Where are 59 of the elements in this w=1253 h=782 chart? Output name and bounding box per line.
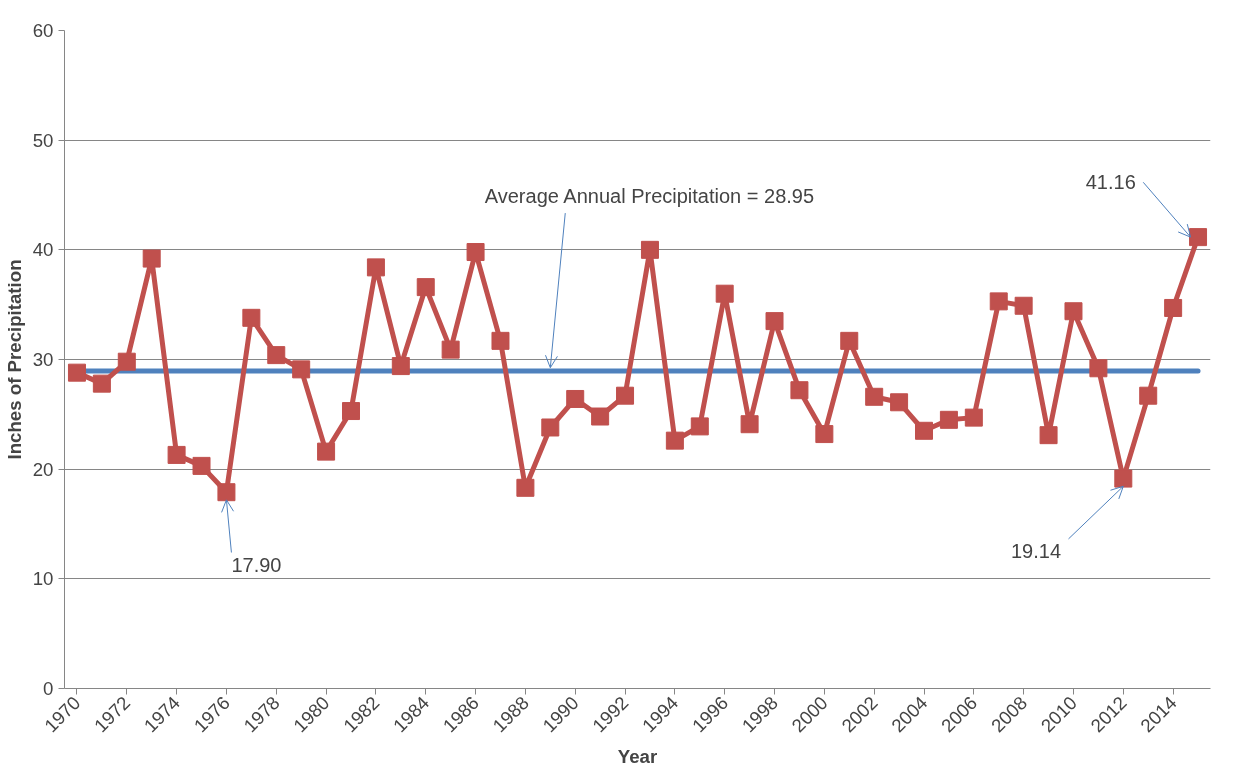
point <box>1064 302 1083 321</box>
point <box>292 360 311 379</box>
point <box>1164 298 1183 317</box>
annotation: 17.90 <box>231 554 282 576</box>
y-tick-label: 20 <box>32 458 54 480</box>
y-tick-label: 40 <box>32 239 54 261</box>
y-tick-label: 10 <box>32 568 54 590</box>
point <box>67 363 86 382</box>
point <box>217 483 236 502</box>
point <box>466 243 485 262</box>
annotation: 19.14 <box>1010 540 1062 563</box>
y-tick-label: 50 <box>32 129 54 151</box>
point <box>740 415 759 434</box>
point <box>790 381 809 400</box>
x-axis-title: Year <box>617 746 658 768</box>
point <box>242 308 261 327</box>
annotation: Average Annual Precipitation = 28.95 <box>484 184 815 207</box>
point <box>491 331 510 350</box>
y-tick-label: 60 <box>32 20 54 41</box>
point <box>342 402 360 421</box>
point <box>366 258 385 277</box>
point <box>989 292 1008 311</box>
point <box>1089 359 1108 378</box>
point <box>142 249 161 268</box>
point <box>690 417 709 436</box>
point <box>1014 296 1033 315</box>
point <box>939 410 958 429</box>
point <box>890 393 909 412</box>
point <box>541 418 560 437</box>
point <box>915 421 933 440</box>
point <box>391 357 410 376</box>
point <box>267 346 286 365</box>
point <box>192 456 211 475</box>
point <box>665 431 684 450</box>
y-axis-title: Inches of Precipitation <box>3 259 25 460</box>
point <box>1114 469 1133 488</box>
point <box>317 442 336 461</box>
point <box>865 387 884 406</box>
point <box>516 478 535 497</box>
point <box>1039 426 1058 445</box>
point <box>1139 386 1158 405</box>
point <box>591 407 610 426</box>
point <box>640 240 659 259</box>
point <box>765 312 784 331</box>
annotation: 41.16 <box>1085 171 1136 194</box>
point <box>1189 228 1208 247</box>
y-tick-label: 30 <box>32 349 54 370</box>
point <box>964 408 983 427</box>
point <box>715 284 734 303</box>
point <box>815 425 834 444</box>
point <box>616 386 635 405</box>
point <box>416 278 435 297</box>
point <box>566 389 585 408</box>
point <box>92 374 111 393</box>
point <box>840 331 859 350</box>
y-tick-label: 0 <box>43 678 54 699</box>
point <box>167 445 186 464</box>
point <box>441 340 460 359</box>
point <box>117 352 136 371</box>
